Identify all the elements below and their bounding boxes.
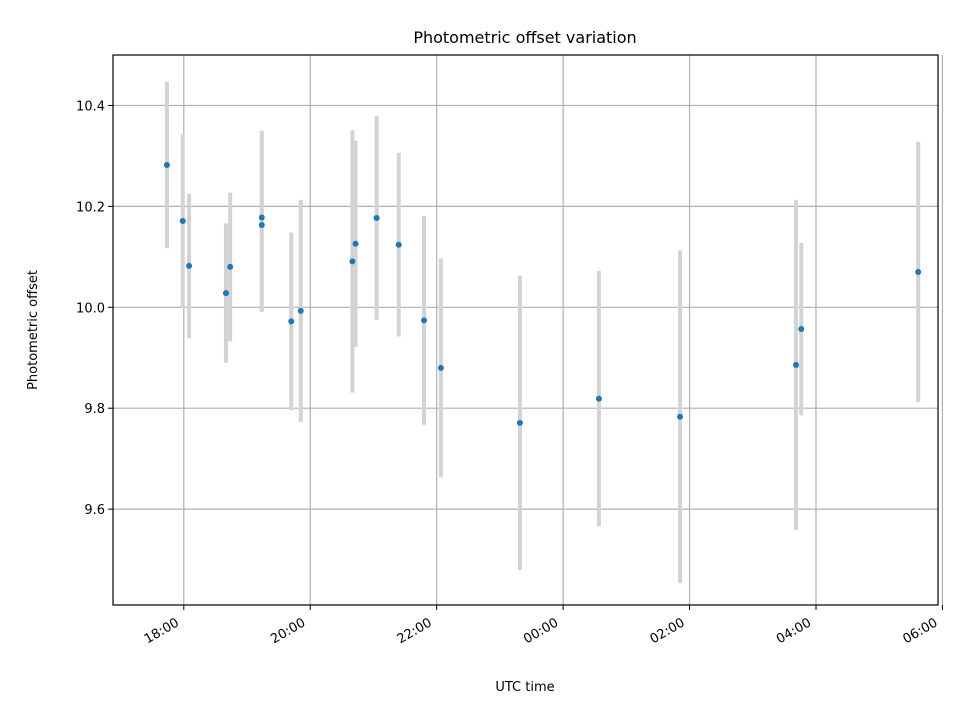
data-point (258, 214, 265, 221)
y-tick-label: 10.2 (76, 200, 105, 215)
data-point (373, 214, 380, 221)
data-point (677, 413, 684, 420)
data-point (297, 307, 304, 314)
data-point (163, 162, 170, 168)
data-point (395, 241, 402, 248)
error-bar-layer (164, 81, 921, 584)
y-tick-label: 9.8 (84, 402, 105, 417)
data-point (186, 262, 193, 269)
data-point (798, 325, 805, 332)
x-tick-label: 18:00 (142, 615, 182, 647)
data-point (595, 395, 602, 402)
tick-layer: 18:00 20:00 22:00 00:00 02:00 04:00 06:00 9.6 9.… (76, 99, 943, 647)
data-point-layer (163, 162, 922, 426)
y-tick-label: 9.6 (84, 503, 105, 518)
data-point (915, 268, 922, 275)
x-tick-label: 06:00 (900, 615, 940, 647)
x-tick-label: 04:00 (774, 615, 814, 647)
data-point (437, 364, 444, 371)
y-axis-label: Photometric offset (26, 270, 41, 390)
data-point (258, 222, 265, 229)
plot-frame (112, 54, 939, 606)
data-point (792, 361, 799, 368)
data-point (421, 317, 428, 324)
data-point (349, 258, 356, 265)
x-axis-label: UTC time (495, 680, 554, 695)
y-tick-label: 10.0 (76, 301, 105, 316)
x-tick-label: 02:00 (648, 615, 688, 647)
x-tick-label: 20:00 (268, 615, 308, 647)
y-tick-label: 10.4 (76, 99, 105, 114)
grid-layer (113, 55, 944, 605)
x-tick-label: 00:00 (521, 615, 561, 647)
x-tick-label: 22:00 (395, 615, 435, 647)
data-point (288, 318, 295, 325)
data-point (179, 218, 186, 225)
chart-title: Photometric offset variation (413, 28, 636, 47)
data-point (227, 263, 234, 270)
data-point (516, 419, 523, 426)
data-point (352, 240, 359, 247)
data-point (222, 290, 229, 297)
